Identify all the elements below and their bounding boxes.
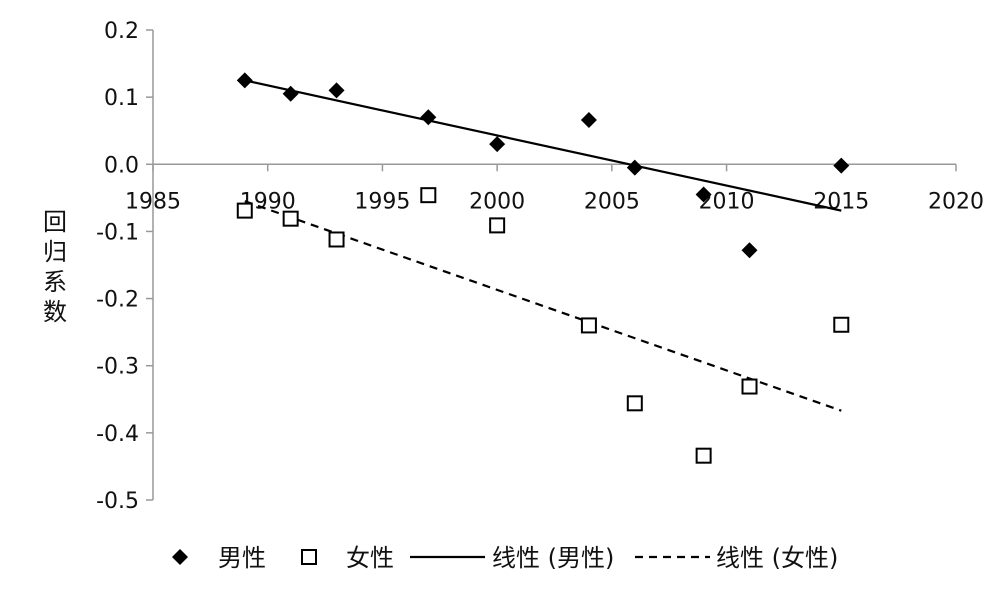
female-point [626, 395, 643, 412]
female-point [695, 447, 712, 464]
y-tick-label: 0.2 [104, 19, 139, 44]
y-tick-labels: 0.2 0.1 0.0 -0.1 -0.2 -0.3 -0.4 -0.5 [96, 19, 139, 514]
male-point [420, 109, 437, 126]
legend-female-marker [301, 549, 317, 565]
female-point [833, 316, 850, 333]
x-tick-label: 1985 [125, 189, 181, 214]
legend-trend-female-label: 线性 (女性) [716, 544, 838, 572]
female-point [489, 217, 506, 234]
y-axis-title: 回归系数 [43, 208, 67, 326]
x-tick-label: 1995 [354, 189, 410, 214]
female-point [580, 317, 597, 334]
legend-trend-male-label: 线性 (男性) [492, 544, 614, 572]
legend-male-label: 男性 [218, 544, 266, 572]
male-point [695, 186, 712, 203]
male-point [236, 72, 253, 89]
y-tick-label: -0.1 [96, 220, 139, 245]
trendline-male [244, 79, 842, 212]
y-tick-label: -0.5 [96, 489, 139, 514]
legend-female-label: 女性 [346, 544, 394, 572]
male-point [282, 85, 299, 102]
data-points [236, 72, 850, 464]
male-point [741, 242, 758, 259]
female-point [282, 210, 299, 227]
y-tick-label: 0.0 [104, 153, 139, 178]
male-point [626, 159, 643, 176]
y-tick-label: -0.4 [96, 422, 139, 447]
y-tick-label: -0.3 [96, 355, 139, 380]
x-tick-label: 2020 [928, 189, 984, 214]
female-point [420, 187, 437, 204]
legend[interactable]: 男性 女性 线性 (男性) 线性 (女性) [172, 544, 838, 572]
male-point [833, 157, 850, 174]
female-point [236, 202, 253, 219]
female-point [741, 378, 758, 395]
male-point [580, 111, 597, 128]
x-tick-label: 2005 [584, 189, 640, 214]
y-tick-label: -0.2 [96, 288, 139, 313]
y-tick-label: 0.1 [104, 86, 139, 111]
legend-male-marker [172, 549, 188, 565]
male-point [489, 136, 506, 153]
male-point [328, 82, 345, 99]
x-tick-labels: 1985 1990 1995 2000 2005 2010 2015 2020 [125, 189, 984, 214]
x-tick-label: 2000 [469, 189, 525, 214]
female-point [328, 231, 345, 248]
axes [146, 29, 957, 501]
